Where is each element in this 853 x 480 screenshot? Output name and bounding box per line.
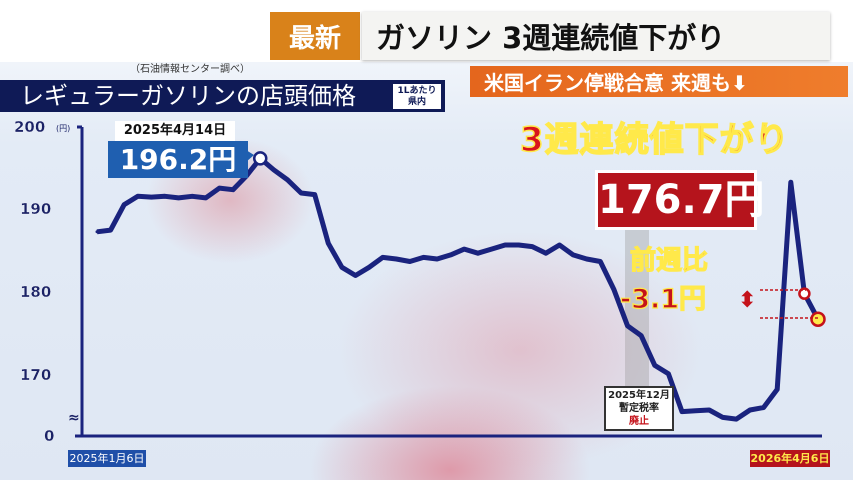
data-point <box>231 188 235 192</box>
y-tick-170: 170 <box>20 366 52 384</box>
data-point <box>503 243 507 247</box>
price-line <box>96 155 821 422</box>
data-point <box>272 168 276 172</box>
data-point <box>204 196 208 200</box>
y-tick-180: 180 <box>20 283 52 301</box>
data-point <box>707 408 711 412</box>
unit-badge: 1Lあたり 県内 <box>393 84 441 109</box>
latest-tag: 最新 <box>270 12 360 60</box>
data-point <box>381 255 385 259</box>
data-point <box>626 324 630 328</box>
data-point <box>653 363 657 367</box>
data-point <box>163 194 167 198</box>
data-point <box>490 247 494 251</box>
y-unit: (円) <box>56 124 71 133</box>
data-point <box>530 245 534 249</box>
data-point <box>544 251 548 255</box>
data-point <box>367 265 371 269</box>
data-point <box>585 257 589 261</box>
data-point <box>449 253 453 257</box>
data-point <box>789 180 793 184</box>
data-point <box>680 410 684 414</box>
data-point <box>340 265 344 269</box>
data-point <box>612 288 616 292</box>
data-point <box>762 406 766 409</box>
tax-abolition-band <box>625 230 649 386</box>
data-point <box>694 409 698 413</box>
data-point <box>748 408 752 412</box>
y-tick-190: 190 <box>20 200 52 218</box>
peak-marker <box>252 151 268 166</box>
data-point <box>149 195 153 199</box>
x-start-label: 2025年1月6日 <box>68 450 146 467</box>
diff-label: 前週比 <box>629 245 709 276</box>
data-point <box>95 230 99 234</box>
data-point <box>285 178 289 182</box>
data-point <box>299 191 303 195</box>
data-point <box>435 257 439 261</box>
tax-abolition-note: 2025年12月 暫定税率 廃止 <box>604 386 674 431</box>
current-price: 176.7円 <box>595 170 765 230</box>
headline: ガソリン 3週連続値下がり <box>362 12 830 60</box>
x-end-label: 2026年4月6日 <box>750 450 830 467</box>
data-point <box>775 387 779 391</box>
data-point <box>666 372 670 376</box>
prev-week-marker <box>798 287 811 300</box>
data-point <box>177 196 181 200</box>
tax-abolished: 廃止 <box>629 416 649 427</box>
data-point <box>598 259 602 263</box>
data-point <box>190 194 194 198</box>
tax-date: 2025年12月 <box>608 390 670 401</box>
axis-break-icon: ≈ <box>68 410 80 426</box>
current-week-marker <box>810 311 826 327</box>
data-point <box>122 203 126 207</box>
data-point <box>517 243 521 247</box>
data-point <box>734 417 738 421</box>
chart-title: レギュラーガソリンの店頭価格 <box>0 80 445 112</box>
data-point <box>571 253 575 257</box>
y-tick-0: 0 <box>44 427 55 445</box>
peak-date: 2025年4月14日 <box>115 121 235 141</box>
data-point <box>639 334 643 338</box>
data-point <box>408 259 412 263</box>
diff-value: -3.1円 <box>619 283 707 315</box>
y-tick-200: 200 <box>14 118 46 136</box>
up-down-arrow-icon: ⬍ <box>738 288 757 313</box>
data-point <box>109 228 113 232</box>
unit-line2: 県内 <box>407 97 426 107</box>
peak-value: 196.2円 <box>108 141 248 178</box>
data-point <box>326 241 330 245</box>
data-point <box>476 251 480 255</box>
data-point <box>558 243 562 247</box>
data-point <box>394 257 398 261</box>
subheadline: 米国イラン停戦合意 来週も⬇ <box>470 66 848 97</box>
data-point <box>421 255 425 259</box>
callout-pointer <box>246 150 254 162</box>
source-note: （石油情報センター調べ） <box>130 64 250 75</box>
data-point <box>136 194 140 198</box>
data-point <box>721 415 725 419</box>
data-point <box>313 193 317 197</box>
tax-label: 暫定税率 <box>619 403 659 414</box>
data-point <box>353 274 357 277</box>
data-point <box>217 186 221 190</box>
trend-label: 3週連続値下がり <box>519 119 790 161</box>
unit-line1: 1Lあたり <box>397 86 437 96</box>
data-point <box>462 247 466 251</box>
